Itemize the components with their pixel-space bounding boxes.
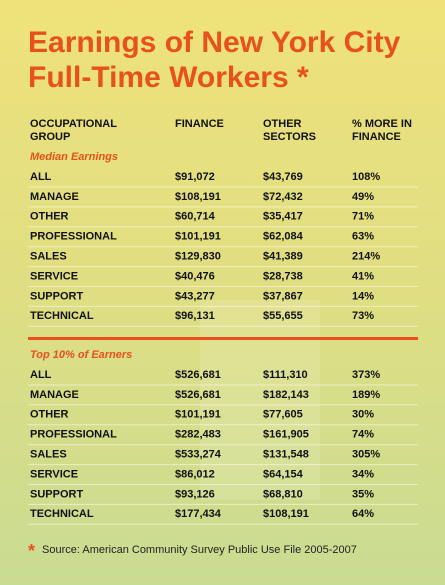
cell: 71% [352, 211, 374, 223]
footnote-mark: * [28, 541, 35, 561]
cell: $108,191 [263, 508, 309, 520]
cell: $111,310 [263, 369, 308, 381]
column-header: SECTORS [263, 131, 316, 143]
cell: $28,738 [263, 270, 303, 282]
column-header: GROUP [30, 131, 70, 143]
cell: $37,867 [263, 290, 303, 302]
footnote: Source: American Community Survey Public… [42, 544, 357, 556]
cell: $60,714 [175, 211, 216, 223]
cell: $35,417 [263, 211, 303, 223]
row-label: MANAGE [30, 191, 79, 203]
cell: $91,072 [175, 171, 215, 183]
cell: $182,143 [263, 389, 309, 401]
cell: $108,191 [175, 191, 221, 203]
column-header: FINANCE [175, 118, 224, 130]
cell: $177,434 [175, 508, 222, 520]
cell: $43,277 [175, 290, 215, 302]
cell: $282,483 [175, 429, 221, 441]
column-header: FINANCE [352, 131, 401, 143]
cell: $68,810 [263, 488, 303, 500]
cell: $43,769 [263, 171, 303, 183]
cell: $131,548 [263, 449, 309, 461]
cell: 14% [352, 290, 374, 302]
column-header: OCCUPATIONAL [30, 118, 117, 130]
cell: 189% [352, 389, 380, 401]
row-label: SERVICE [30, 468, 78, 480]
cell: 373% [352, 369, 380, 381]
section-label: Top 10% of Earners [30, 349, 132, 361]
cell: $40,476 [175, 270, 215, 282]
cell: $86,012 [175, 468, 215, 480]
cell: $62,084 [263, 231, 304, 243]
row-label: TECHNICAL [30, 310, 94, 322]
row-label: SALES [30, 251, 67, 263]
row-label: SUPPORT [30, 488, 83, 500]
cell: 214% [352, 251, 380, 263]
cell: $533,274 [175, 449, 222, 461]
row-label: TECHNICAL [30, 508, 94, 520]
row-label: OTHER [30, 409, 69, 421]
title-line: Full-Time Workers * [28, 61, 309, 94]
section-label: Median Earnings [30, 151, 118, 163]
row-label: PROFESSIONAL [30, 429, 117, 441]
cell: $101,191 [175, 409, 221, 421]
cell: $72,432 [263, 191, 303, 203]
cell: $129,830 [175, 251, 221, 263]
row-label: SERVICE [30, 270, 78, 282]
cell: $55,655 [263, 310, 303, 322]
cell: 74% [352, 429, 374, 441]
row-label: PROFESSIONAL [30, 231, 117, 243]
cell: 34% [352, 468, 374, 480]
row-label: MANAGE [30, 389, 79, 401]
cell: 30% [352, 409, 374, 421]
cell: $96,131 [175, 310, 215, 322]
row-label: SUPPORT [30, 290, 83, 302]
row-label: ALL [30, 369, 52, 381]
cell: 64% [352, 508, 374, 520]
city-haze [200, 300, 320, 500]
row-label: ALL [30, 171, 52, 183]
column-header: % MORE IN [352, 118, 412, 130]
cell: 35% [352, 488, 374, 500]
row-label: OTHER [30, 211, 69, 223]
cell: $101,191 [175, 231, 221, 243]
cell: $64,154 [263, 468, 304, 480]
cell: 63% [352, 231, 374, 243]
cell: 73% [352, 310, 374, 322]
cell: $526,681 [175, 389, 221, 401]
cell: 41% [352, 270, 374, 282]
row-label: SALES [30, 449, 67, 461]
title-line: Earnings of New York City [28, 26, 401, 59]
section-divider [28, 337, 418, 340]
column-header: OTHER [263, 118, 302, 130]
cell: $93,126 [175, 488, 215, 500]
cell: 108% [352, 171, 380, 183]
cell: 305% [352, 449, 380, 461]
cell: $526,681 [175, 369, 221, 381]
cell: $161,905 [263, 429, 309, 441]
cell: $41,389 [263, 251, 303, 263]
cell: 49% [352, 191, 374, 203]
cell: $77,605 [263, 409, 303, 421]
